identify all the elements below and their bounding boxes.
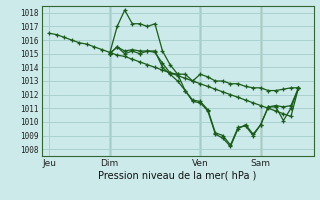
- X-axis label: Pression niveau de la mer( hPa ): Pression niveau de la mer( hPa ): [99, 171, 257, 181]
